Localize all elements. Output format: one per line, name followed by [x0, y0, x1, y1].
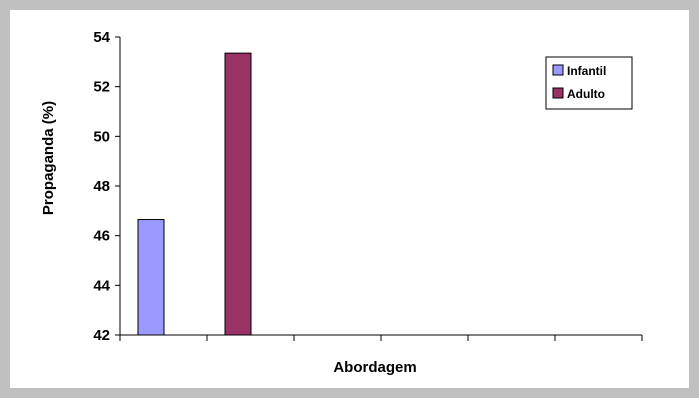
legend-swatch-infantil	[552, 64, 564, 76]
y-tick-label: 52	[93, 79, 110, 96]
bar-adulto	[224, 52, 252, 336]
y-tick-label: 42	[93, 327, 110, 344]
legend-label-adulto: Adulto	[567, 87, 605, 101]
y-tick-label: 46	[93, 228, 110, 245]
legend-label-infantil: Infantil	[567, 64, 606, 78]
chart-frame: 42 44 46 48 50 52 54 Propaganda (%) Abordagem …	[10, 10, 689, 388]
legend: Infantil Adulto	[545, 56, 633, 110]
y-tick-label: 44	[93, 277, 110, 294]
x-axis-title: Abordagem	[333, 359, 416, 376]
legend-swatch-adulto	[552, 87, 564, 99]
y-tick-label: 50	[93, 128, 110, 145]
y-tick-label: 54	[93, 29, 110, 46]
y-axis-title: Propaganda (%)	[40, 101, 57, 215]
bar-infantil	[137, 219, 165, 336]
y-tick-label: 48	[93, 178, 110, 195]
